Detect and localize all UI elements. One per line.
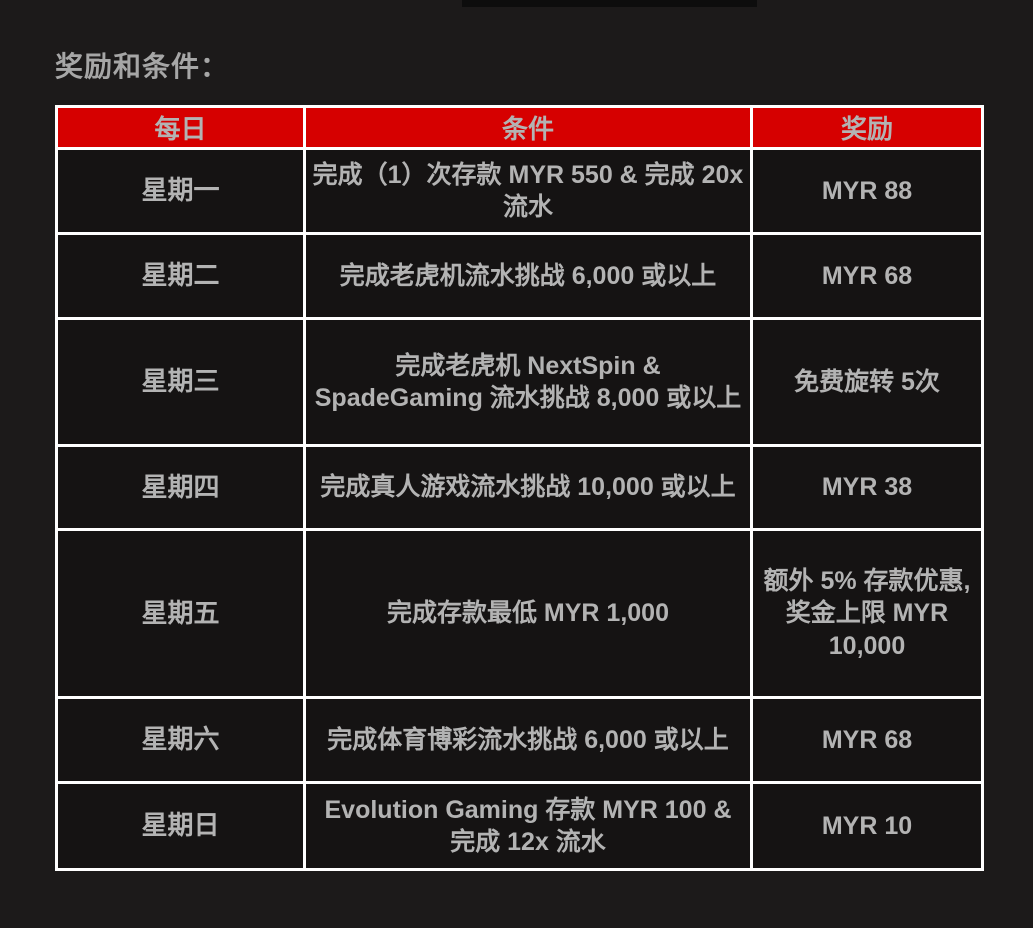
day-cell: 星期日 xyxy=(55,781,306,871)
reward-cell: 免费旋转 5次 xyxy=(750,317,984,447)
reward-cell: MYR 88 xyxy=(750,147,984,235)
reward-cell: MYR 38 xyxy=(750,444,984,531)
table-header-row: 每日 条件 奖励 xyxy=(55,105,984,150)
reward-cell: MYR 10 xyxy=(750,781,984,871)
rewards-table-container: 每日 条件 奖励 星期一 完成（1）次存款 MYR 550 & 完成 20x 流… xyxy=(55,105,984,871)
condition-cell: 完成存款最低 MYR 1,000 xyxy=(303,528,753,699)
header-condition: 条件 xyxy=(303,105,753,150)
day-cell: 星期三 xyxy=(55,317,306,447)
condition-cell: 完成真人游戏流水挑战 10,000 或以上 xyxy=(303,444,753,531)
table-row: 星期三 完成老虎机 NextSpin & SpadeGaming 流水挑战 8,… xyxy=(55,317,984,447)
reward-cell: MYR 68 xyxy=(750,696,984,784)
condition-cell: Evolution Gaming 存款 MYR 100 & 完成 12x 流水 xyxy=(303,781,753,871)
top-notch-bar xyxy=(462,0,757,7)
day-cell: 星期四 xyxy=(55,444,306,531)
header-daily: 每日 xyxy=(55,105,306,150)
rewards-table: 每日 条件 奖励 星期一 完成（1）次存款 MYR 550 & 完成 20x 流… xyxy=(55,105,984,871)
table-row: 星期日 Evolution Gaming 存款 MYR 100 & 完成 12x… xyxy=(55,781,984,871)
table-row: 星期五 完成存款最低 MYR 1,000 额外 5% 存款优惠, 奖金上限 MY… xyxy=(55,528,984,699)
day-cell: 星期五 xyxy=(55,528,306,699)
reward-cell: 额外 5% 存款优惠, 奖金上限 MYR 10,000 xyxy=(750,528,984,699)
day-cell: 星期二 xyxy=(55,232,306,320)
table-row: 星期二 完成老虎机流水挑战 6,000 或以上 MYR 68 xyxy=(55,232,984,320)
day-cell: 星期一 xyxy=(55,147,306,235)
table-row: 星期一 完成（1）次存款 MYR 550 & 完成 20x 流水 MYR 88 xyxy=(55,147,984,235)
table-row: 星期四 完成真人游戏流水挑战 10,000 或以上 MYR 38 xyxy=(55,444,984,531)
condition-cell: 完成（1）次存款 MYR 550 & 完成 20x 流水 xyxy=(303,147,753,235)
table-row: 星期六 完成体育博彩流水挑战 6,000 或以上 MYR 68 xyxy=(55,696,984,784)
reward-cell: MYR 68 xyxy=(750,232,984,320)
condition-cell: 完成体育博彩流水挑战 6,000 或以上 xyxy=(303,696,753,784)
condition-cell: 完成老虎机 NextSpin & SpadeGaming 流水挑战 8,000 … xyxy=(303,317,753,447)
page-title: 奖励和条件： xyxy=(55,51,230,83)
condition-cell: 完成老虎机流水挑战 6,000 或以上 xyxy=(303,232,753,320)
day-cell: 星期六 xyxy=(55,696,306,784)
header-reward: 奖励 xyxy=(750,105,984,150)
